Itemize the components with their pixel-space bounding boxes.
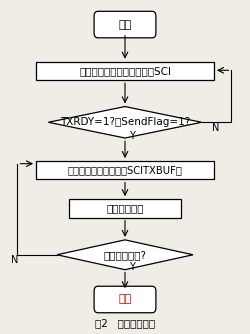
- Polygon shape: [57, 240, 193, 270]
- Text: 开始发送数据: 开始发送数据: [106, 203, 144, 213]
- Polygon shape: [48, 107, 202, 138]
- Text: 结束: 结束: [118, 295, 132, 305]
- Bar: [70, 199, 180, 217]
- Text: 将待发送的数据写入到SCITXBUF中: 将待发送的数据写入到SCITXBUF中: [68, 165, 182, 175]
- Text: 初始化系统、中断、外设和SCI: 初始化系统、中断、外设和SCI: [79, 66, 171, 76]
- Text: N: N: [212, 123, 219, 133]
- FancyBboxPatch shape: [94, 11, 156, 38]
- Text: 图2   发送数据流程: 图2 发送数据流程: [95, 318, 155, 328]
- Text: 开始: 开始: [118, 20, 132, 30]
- Text: Y: Y: [130, 262, 135, 272]
- Text: 发送是否完成?: 发送是否完成?: [104, 250, 146, 260]
- Text: TXRDY=1?且SendFlag=1?: TXRDY=1?且SendFlag=1?: [60, 117, 190, 127]
- Bar: [36, 161, 214, 179]
- Bar: [36, 62, 214, 80]
- Text: Y: Y: [130, 131, 135, 141]
- Text: N: N: [11, 256, 19, 266]
- FancyBboxPatch shape: [94, 286, 156, 313]
